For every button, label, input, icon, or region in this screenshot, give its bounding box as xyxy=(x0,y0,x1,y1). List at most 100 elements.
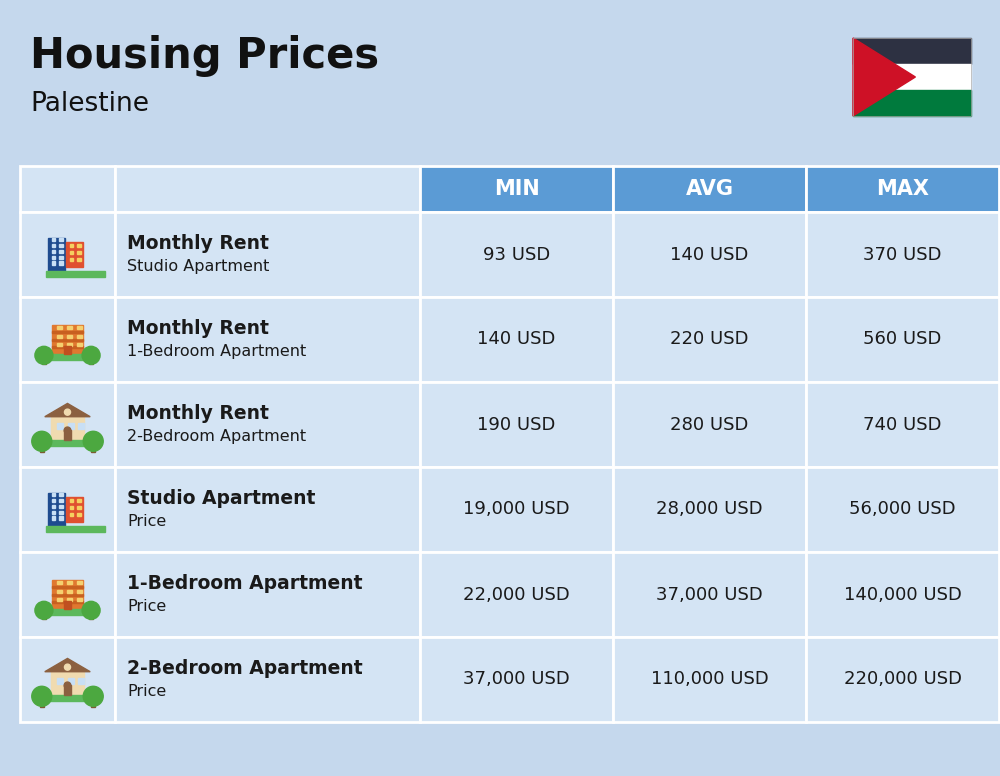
Bar xyxy=(64,685,71,695)
Bar xyxy=(46,271,105,277)
Bar xyxy=(52,511,55,514)
Bar xyxy=(57,424,63,428)
Bar xyxy=(52,346,83,348)
Circle shape xyxy=(64,682,71,689)
Bar xyxy=(37,440,98,446)
Bar xyxy=(67,590,72,593)
Bar xyxy=(52,516,55,520)
Bar xyxy=(67,598,72,601)
Text: 220,000 USD: 220,000 USD xyxy=(844,670,962,688)
Bar xyxy=(52,324,83,355)
Text: 560 USD: 560 USD xyxy=(863,331,942,348)
Bar xyxy=(806,297,999,382)
Bar xyxy=(613,552,806,637)
Bar xyxy=(853,38,971,64)
Text: 19,000 USD: 19,000 USD xyxy=(463,501,570,518)
Text: 37,000 USD: 37,000 USD xyxy=(656,586,763,604)
Bar xyxy=(59,238,63,241)
Bar xyxy=(48,494,65,525)
Bar xyxy=(57,598,62,601)
Bar xyxy=(52,493,55,496)
Text: 1-Bedroom Apartment: 1-Bedroom Apartment xyxy=(127,574,362,593)
Bar xyxy=(40,355,95,360)
Bar xyxy=(64,601,71,609)
Bar xyxy=(20,467,115,552)
Bar xyxy=(420,166,613,212)
Text: Monthly Rent: Monthly Rent xyxy=(127,319,269,338)
Text: 22,000 USD: 22,000 USD xyxy=(463,586,570,604)
Text: 140,000 USD: 140,000 USD xyxy=(844,586,961,604)
Bar xyxy=(115,166,420,212)
Bar xyxy=(59,511,63,514)
Circle shape xyxy=(83,431,103,452)
Text: 140 USD: 140 USD xyxy=(670,245,749,264)
Bar xyxy=(52,601,83,603)
Bar xyxy=(77,598,82,601)
Bar xyxy=(806,467,999,552)
Bar xyxy=(806,212,999,297)
Circle shape xyxy=(64,427,71,434)
Bar xyxy=(77,513,81,516)
Bar xyxy=(57,678,63,684)
Bar xyxy=(52,244,55,247)
Bar xyxy=(52,262,55,265)
Bar xyxy=(59,516,63,520)
Circle shape xyxy=(82,346,100,364)
Bar xyxy=(48,238,65,271)
Bar xyxy=(77,244,81,247)
Bar xyxy=(52,338,83,341)
Bar xyxy=(613,382,806,467)
Bar xyxy=(420,552,613,637)
Bar xyxy=(420,212,613,297)
Bar xyxy=(613,637,806,722)
Bar xyxy=(52,331,83,333)
Bar xyxy=(46,525,105,532)
Polygon shape xyxy=(45,404,90,417)
Bar xyxy=(51,672,84,695)
Bar xyxy=(853,64,971,90)
Circle shape xyxy=(35,346,53,364)
Bar xyxy=(70,506,73,509)
Text: 220 USD: 220 USD xyxy=(670,331,749,348)
Circle shape xyxy=(64,409,71,415)
Text: 93 USD: 93 USD xyxy=(483,245,550,264)
Bar xyxy=(57,590,62,593)
Circle shape xyxy=(32,431,52,452)
Bar xyxy=(70,244,73,247)
Bar xyxy=(57,581,62,584)
Bar xyxy=(77,590,82,593)
Bar xyxy=(20,166,115,212)
Bar xyxy=(78,678,84,684)
Text: 28,000 USD: 28,000 USD xyxy=(656,501,763,518)
Bar xyxy=(59,255,63,258)
Text: 110,000 USD: 110,000 USD xyxy=(651,670,768,688)
Bar xyxy=(613,467,806,552)
Text: MAX: MAX xyxy=(876,179,929,199)
Bar xyxy=(20,212,115,297)
Circle shape xyxy=(82,601,100,619)
Bar xyxy=(59,499,63,502)
Polygon shape xyxy=(45,658,90,672)
Text: 56,000 USD: 56,000 USD xyxy=(849,501,956,518)
Bar xyxy=(420,297,613,382)
Bar xyxy=(40,440,44,452)
Text: Palestine: Palestine xyxy=(30,91,149,117)
Text: 140 USD: 140 USD xyxy=(477,331,556,348)
Text: 280 USD: 280 USD xyxy=(670,415,749,434)
Bar xyxy=(66,242,83,267)
Bar xyxy=(37,695,98,702)
Bar xyxy=(77,506,81,509)
Bar xyxy=(806,166,999,212)
Bar xyxy=(59,244,63,247)
Bar xyxy=(66,497,83,521)
Bar xyxy=(91,695,95,707)
Bar xyxy=(40,609,95,615)
Bar xyxy=(52,504,55,508)
Bar xyxy=(70,513,73,516)
Bar xyxy=(52,586,83,588)
Bar xyxy=(67,326,72,329)
Bar xyxy=(70,499,73,502)
Bar xyxy=(115,467,420,552)
Bar xyxy=(77,334,82,338)
Bar xyxy=(115,637,420,722)
